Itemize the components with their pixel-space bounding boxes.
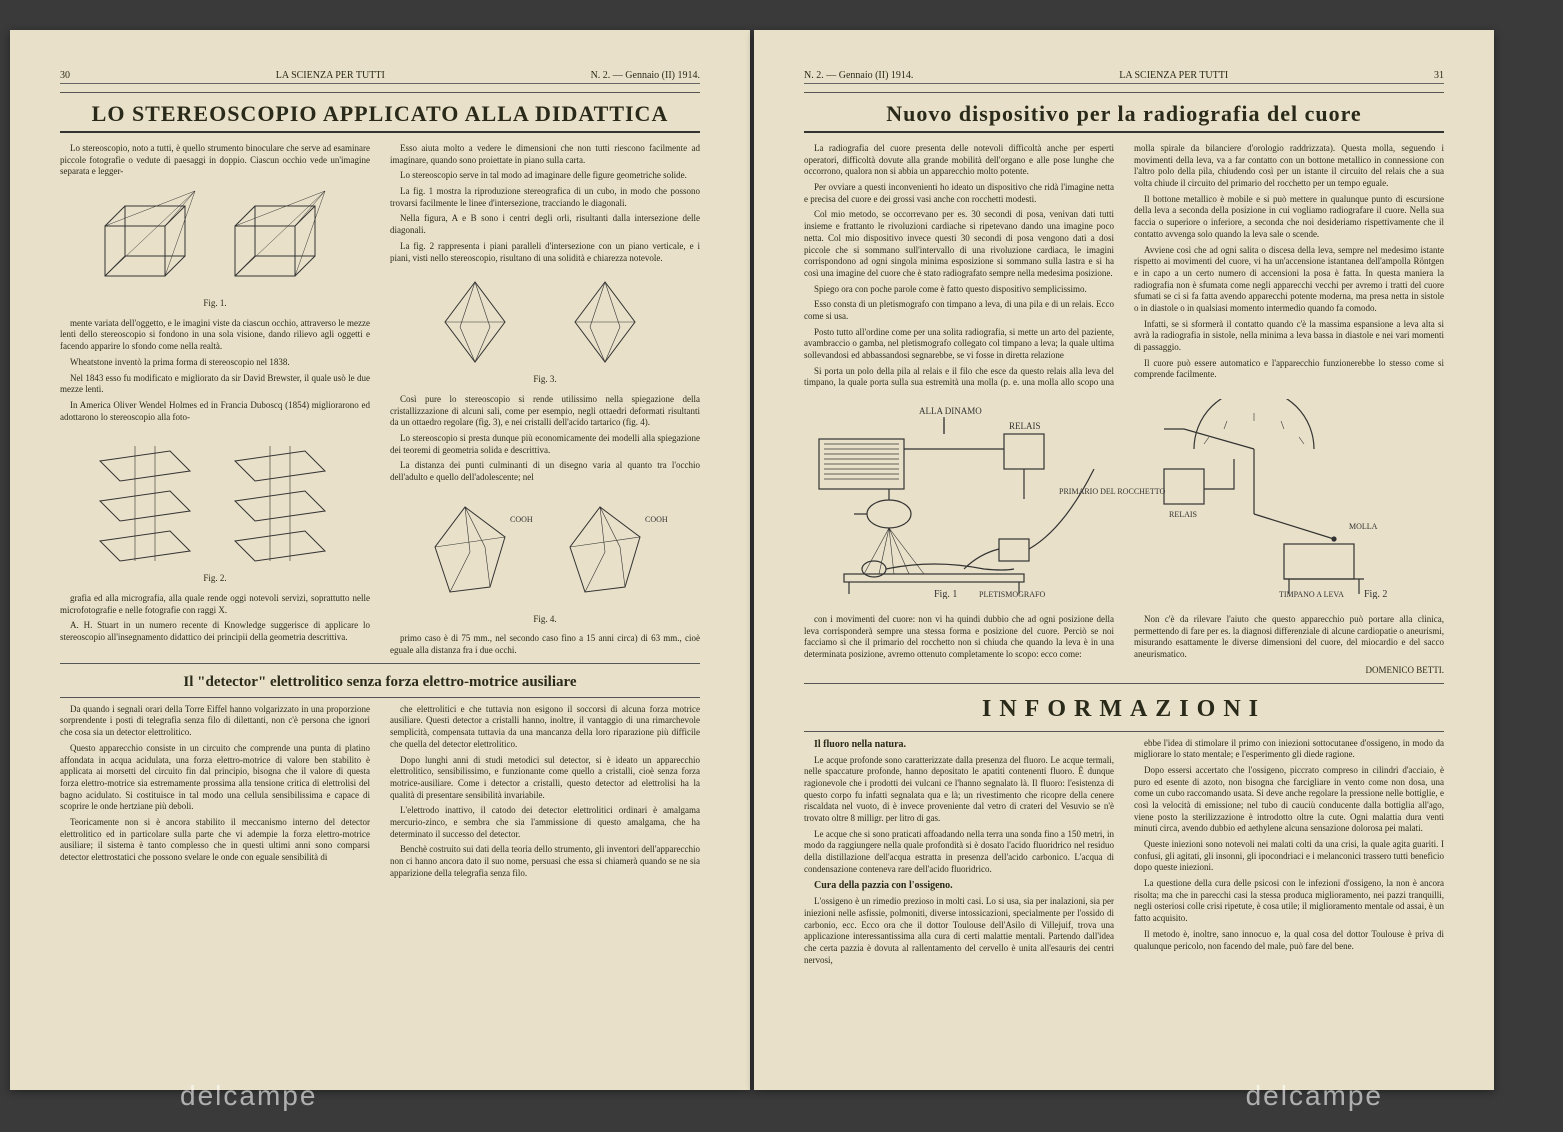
- para: In America Oliver Wendel Holmes ed in Fr…: [60, 400, 370, 423]
- para: Esso aiuta molto a vedere le dimensioni …: [390, 143, 700, 166]
- r-article1-bottom: con i movimenti del cuore: non vi ha qui…: [804, 614, 1444, 676]
- figure-3: Fig. 3.: [390, 272, 700, 386]
- sub2-title: Cura della pazzia con l'ossigeno.: [804, 879, 1114, 892]
- para: La fig. 1 mostra la riproduzione stereog…: [390, 186, 700, 209]
- para: Spiego ora con poche parole come è fatto…: [804, 284, 1114, 296]
- para: Esso consta di un pletismografo con timp…: [804, 299, 1114, 322]
- para: Infatti, se si sformerà il contatto quan…: [1134, 319, 1444, 354]
- right-page: N. 2. — Gennaio (II) 1914. LA SCIENZA PE…: [754, 30, 1494, 1090]
- para: Dopo essersi accertato che l'ossigeno, p…: [1134, 765, 1444, 835]
- rule: [60, 663, 700, 664]
- para: Le acque che si sono praticati affoadand…: [804, 829, 1114, 876]
- para: Così pure lo stereoscopio si rende utili…: [390, 394, 700, 429]
- para: Lo stereoscopio, noto a tutti, è quello …: [60, 143, 370, 178]
- para: La questione della cura delle psicosi co…: [1134, 878, 1444, 925]
- info-title: INFORMAZIONI: [804, 696, 1444, 723]
- para: grafia ed alla micrografia, alla quale r…: [60, 593, 370, 616]
- article2-title: Il "detector" elettrolitico senza forza …: [60, 674, 700, 691]
- label-pletismografo: PLETISMOGRAFO: [979, 590, 1045, 599]
- label-primario: PRIMARIO DEL ROCCHETTO: [1059, 487, 1165, 496]
- para: ebbe l'idea di stimolare il primo con in…: [1134, 738, 1444, 761]
- label-timpano: TIMPANO A LEVA: [1279, 590, 1344, 599]
- author: DOMENICO BETTI.: [1134, 665, 1444, 677]
- figure-2: Fig. 2.: [60, 431, 370, 585]
- page-number-left: 30: [60, 70, 70, 81]
- para: Nella figura, A e B sono i centri degli …: [390, 213, 700, 236]
- journal-title-left: LA SCIENZA PER TUTTI: [276, 70, 385, 81]
- para: La radiografia del cuore presenta delle …: [804, 143, 1114, 178]
- para: Le acque profonde sono caratterizzate da…: [804, 755, 1114, 825]
- right-header: N. 2. — Gennaio (II) 1914. LA SCIENZA PE…: [804, 70, 1444, 84]
- rule: [804, 731, 1444, 732]
- figure-1: Fig. 1.: [60, 186, 370, 310]
- label-molla: MOLLA: [1349, 522, 1378, 531]
- left-page: 30 LA SCIENZA PER TUTTI N. 2. — Gennaio …: [10, 30, 750, 1090]
- para: Dopo lunghi anni di studi metodici sul d…: [390, 755, 700, 802]
- para: Lo stereoscopio si presta dunque più eco…: [390, 433, 700, 456]
- para: A. H. Stuart in un numero recente di Kno…: [60, 620, 370, 643]
- r-article1-title: Nuovo dispositivo per la radiografia del…: [804, 101, 1444, 127]
- rule: [804, 683, 1444, 684]
- para: Avviene così che ad ogni salita o disces…: [1134, 245, 1444, 315]
- heart-radiography-diagram: ALLA DINAMO: [804, 399, 1444, 604]
- para: Il metodo è, inoltre, sano innocuo e, la…: [1134, 929, 1444, 952]
- issue-right: N. 2. — Gennaio (II) 1914.: [804, 70, 913, 81]
- article1-title: LO STEREOSCOPIO APPLICATO ALLA DIDATTICA: [60, 101, 700, 127]
- fig4-caption: Fig. 4.: [390, 614, 700, 626]
- svg-text:COOH: COOH: [645, 515, 668, 524]
- label-fig1: Fig. 1: [934, 589, 957, 599]
- fig1-caption: Fig. 1.: [60, 298, 370, 310]
- label-relais: RELAIS: [1009, 421, 1041, 431]
- book-spread: 30 LA SCIENZA PER TUTTI N. 2. — Gennaio …: [0, 0, 1563, 1132]
- para: L'elettrodo inattivo, il catodo dei dete…: [390, 805, 700, 840]
- article1-body: Lo stereoscopio, noto a tutti, è quello …: [60, 143, 700, 657]
- svg-text:COOH: COOH: [510, 515, 533, 524]
- para: Benchè costruito sui dati della teoria d…: [390, 844, 700, 879]
- rule: [60, 92, 700, 93]
- rule: [60, 697, 700, 698]
- rule: [804, 92, 1444, 93]
- issue-left: N. 2. — Gennaio (II) 1914.: [591, 70, 700, 81]
- para: Il cuore può essere automatico e l'appar…: [1134, 358, 1444, 381]
- para: Da quando i segnali orari della Torre Ei…: [60, 704, 370, 739]
- para: Teoricamente non si è ancora stabilito i…: [60, 817, 370, 864]
- article2-body: Da quando i segnali orari della Torre Ei…: [60, 704, 700, 880]
- label-dinamo: ALLA DINAMO: [919, 406, 982, 416]
- para: L'ossigeno è un rimedio prezioso in molt…: [804, 896, 1114, 966]
- para: Col mio metodo, se occorrevano per es. 3…: [804, 209, 1114, 279]
- figure-4: COOH COOH Fig. 4.: [390, 492, 700, 626]
- para: Il bottone metallico è mobile e si può m…: [1134, 194, 1444, 241]
- r-article1-top: La radiografia del cuore presenta delle …: [804, 143, 1444, 389]
- para: Lo stereoscopio serve in tal modo ad ima…: [390, 170, 700, 182]
- para: Per ovviare a questi inconvenienti ho id…: [804, 182, 1114, 205]
- para: Posto tutto all'ordine come per una soli…: [804, 327, 1114, 362]
- rule: [804, 131, 1444, 133]
- para: Non c'è da rilevare l'aiuto che questo a…: [1134, 614, 1444, 661]
- info-body: Il fluoro nella natura. Le acque profond…: [804, 738, 1444, 967]
- label-fig2: Fig. 2: [1364, 589, 1387, 599]
- para: Nel 1843 esso fu modificato e migliorato…: [60, 373, 370, 396]
- para: La distanza dei punti culminanti di un d…: [390, 460, 700, 483]
- para: che elettrolitici e che tuttavia non esi…: [390, 704, 700, 751]
- para: La fig. 2 rappresenta i piani paralleli …: [390, 241, 700, 264]
- label-relais2: RELAIS: [1169, 510, 1197, 519]
- para: con i movimenti del cuore: non vi ha qui…: [804, 614, 1114, 661]
- sub1-title: Il fluoro nella natura.: [804, 738, 1114, 751]
- page-number-right: 31: [1434, 70, 1444, 81]
- para: Wheatstone inventò la prima forma di ste…: [60, 357, 370, 369]
- fig3-caption: Fig. 3.: [390, 374, 700, 386]
- journal-title-right: LA SCIENZA PER TUTTI: [1119, 70, 1228, 81]
- rule: [60, 131, 700, 133]
- fig2-caption: Fig. 2.: [60, 573, 370, 585]
- left-header: 30 LA SCIENZA PER TUTTI N. 2. — Gennaio …: [60, 70, 700, 84]
- para: Queste iniezioni sono notevoli nei malat…: [1134, 839, 1444, 874]
- para: primo caso è di 75 mm., nel secondo caso…: [390, 633, 700, 656]
- para: mente variata dell'oggetto, e le imagini…: [60, 318, 370, 353]
- para: Questo apparecchio consiste in un circui…: [60, 743, 370, 813]
